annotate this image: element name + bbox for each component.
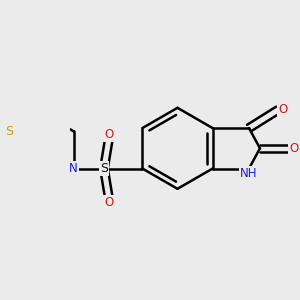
Text: O: O (104, 196, 113, 209)
Text: S: S (100, 162, 108, 175)
Text: S: S (5, 125, 13, 138)
Text: O: O (289, 142, 298, 155)
Text: O: O (278, 103, 287, 116)
Text: N: N (69, 162, 78, 175)
Text: O: O (104, 128, 113, 141)
Text: NH: NH (240, 167, 258, 180)
